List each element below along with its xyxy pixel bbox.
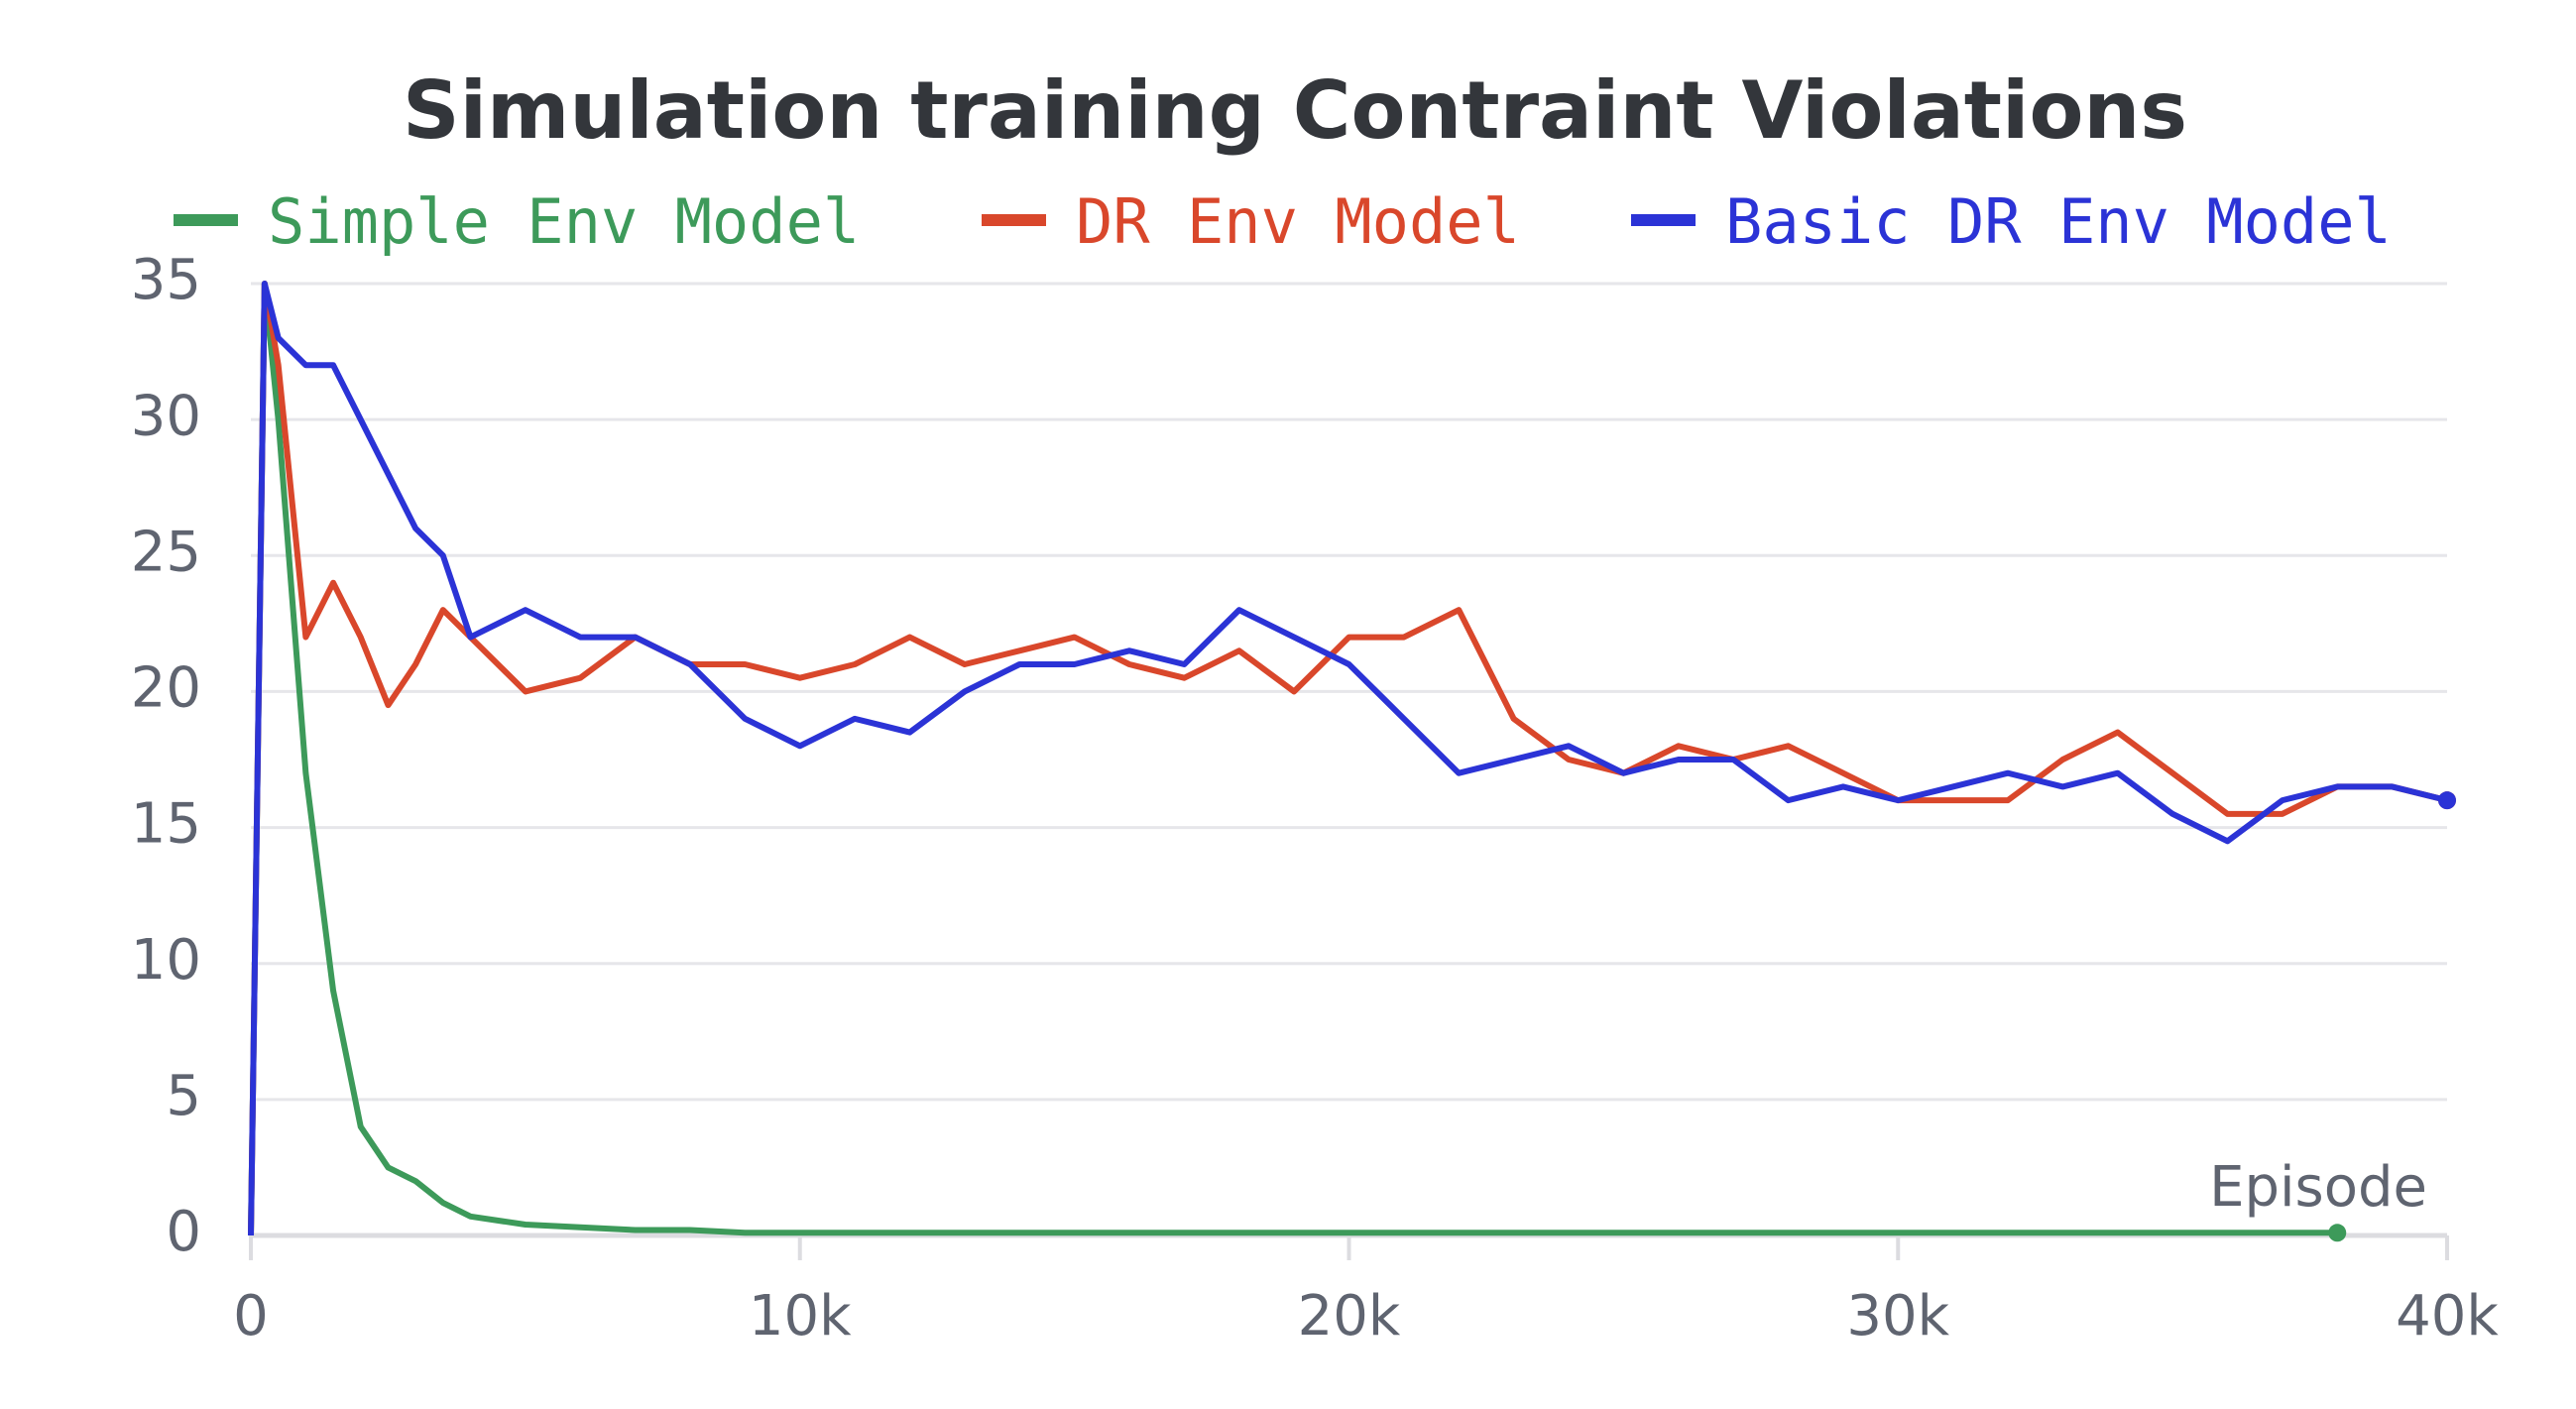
end-point [2328, 1224, 2347, 1242]
y-tick-label: 35 [131, 248, 201, 312]
y-tick-label: 15 [131, 792, 201, 857]
x-tick-label: 40k [2396, 1284, 2499, 1349]
legend-label: DR Env Model [1076, 185, 1520, 258]
series-line [248, 281, 2448, 1236]
chart-title: Simulation training Contraint Violations [403, 64, 2187, 157]
x-axis-label: Episode [2209, 1155, 2427, 1220]
x-tick-label: 20k [1298, 1284, 1401, 1349]
series-line [248, 281, 2338, 1236]
x-tick-label: 30k [1846, 1284, 1949, 1349]
x-tick-label: 10k [749, 1284, 852, 1349]
y-tick-label: 25 [131, 520, 201, 584]
legend-label: Simple Env Model [268, 185, 860, 258]
y-tick-label: 10 [131, 928, 201, 993]
y-tick-label: 30 [131, 384, 201, 448]
legend-label: Basic DR Env Model [1725, 185, 2392, 258]
y-tick-label: 0 [166, 1200, 201, 1264]
y-tick-label: 5 [166, 1064, 201, 1128]
series-line [248, 281, 2448, 1236]
end-point [2438, 791, 2456, 810]
x-tick-label: 0 [233, 1284, 269, 1349]
y-tick-label: 20 [131, 656, 201, 721]
